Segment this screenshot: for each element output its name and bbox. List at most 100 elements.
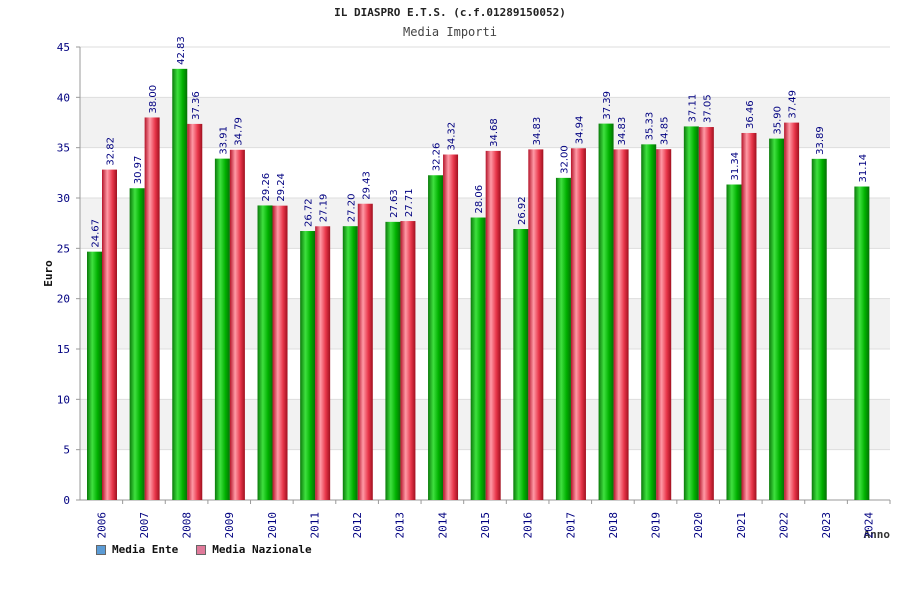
y-axis-title: Euro [42,260,55,287]
x-tick-label: 2008 [181,512,194,539]
bar-media-nazionale[interactable] [485,150,501,500]
data-label: 27.71 [404,188,415,217]
legend-label-ente: Media Ente [112,543,179,556]
data-label: 33.89 [815,126,826,155]
x-tick-label: 2023 [820,512,833,539]
y-tick-label: 30 [57,192,70,205]
bar-media-ente[interactable] [683,126,699,501]
data-label: 37.36 [191,91,202,120]
data-label: 29.43 [361,171,372,200]
bar-media-ente[interactable] [854,186,870,501]
bar-media-ente[interactable] [342,226,358,501]
bar-media-ente[interactable] [726,184,742,500]
bar-media-ente[interactable] [428,175,444,500]
legend-label-nazionale: Media Nazionale [212,543,312,556]
x-tick-label: 2015 [479,512,492,539]
x-tick-label: 2010 [266,512,279,539]
bar-media-ente[interactable] [811,158,827,500]
bar-media-ente[interactable] [769,138,785,500]
data-label: 32.82 [106,137,117,166]
legend-item-ente[interactable]: Media Ente [96,543,178,556]
bar-media-ente[interactable] [385,221,401,500]
data-label: 30.97 [133,156,144,185]
bar-media-nazionale[interactable] [613,149,629,501]
x-tick-label: 2013 [394,512,407,539]
bar-media-ente[interactable] [300,231,316,500]
x-tick-label: 2019 [650,512,663,539]
data-label: 29.26 [261,173,272,202]
bar-media-nazionale[interactable] [656,149,672,500]
data-label: 29.24 [276,173,287,202]
data-label: 26.72 [304,198,315,227]
data-label: 34.85 [660,117,671,146]
y-tick-label: 45 [57,41,70,54]
chart-subtitle: Media Importi [403,25,497,39]
y-tick-label: 15 [57,343,70,356]
data-label: 37.49 [788,90,799,119]
bar-media-ente[interactable] [513,229,529,500]
bar-media-nazionale[interactable] [698,127,714,500]
bar-media-nazionale[interactable] [570,148,586,500]
x-tick-label: 2012 [351,512,364,539]
bar-media-nazionale[interactable] [272,205,288,500]
y-tick-label: 5 [63,444,70,457]
y-tick-label: 20 [57,293,70,306]
x-tick-label: 2017 [564,512,577,539]
bar-media-ente[interactable] [555,177,571,500]
x-tick-label: 2011 [308,512,321,539]
data-label: 35.90 [773,106,784,135]
bar-media-nazionale[interactable] [443,154,459,500]
bar-media-ente[interactable] [129,188,145,500]
x-axis-title: Anno [864,528,891,541]
legend-item-nazionale[interactable]: Media Nazionale [196,543,312,556]
data-label: 34.83 [532,117,543,146]
bar-media-nazionale[interactable] [741,132,757,500]
bar-media-ente[interactable] [598,123,614,500]
x-tick-label: 2018 [607,512,620,539]
x-tick-label: 2020 [692,512,705,539]
data-label: 27.63 [389,189,400,218]
data-label: 35.33 [645,112,656,141]
bar-media-ente[interactable] [214,158,230,500]
bar-media-ente[interactable] [172,68,188,500]
bar-media-nazionale[interactable] [528,149,544,501]
bar-media-ente[interactable] [87,251,102,500]
x-tick-label: 2021 [735,512,748,539]
chart-legend: Media Ente Media Nazionale [96,543,312,556]
data-label: 34.32 [447,122,458,151]
bar-media-nazionale[interactable] [187,123,203,500]
data-label: 27.20 [346,194,357,223]
bar-media-nazionale[interactable] [144,117,160,500]
data-label: 37.11 [687,94,698,123]
data-label: 32.26 [432,143,443,172]
y-tick-label: 25 [57,242,70,255]
data-label: 37.05 [702,94,713,123]
bar-media-nazionale[interactable] [229,149,245,500]
data-label: 38.00 [148,85,159,114]
x-tick-label: 2007 [138,512,151,539]
x-tick-label: 2016 [522,512,535,539]
data-label: 26.92 [517,196,528,225]
bar-media-ente[interactable] [470,217,486,500]
bar-media-nazionale[interactable] [102,169,117,500]
bar-media-ente[interactable] [641,144,657,500]
chart-title: IL DIASPRO E.T.S. (c.f.01289150052) [334,6,566,19]
data-label: 42.83 [176,36,187,65]
y-tick-label: 0 [63,494,70,507]
data-label: 36.46 [745,100,756,129]
data-label: 37.39 [602,91,613,120]
data-label: 32.00 [559,145,570,174]
x-tick-label: 2024 [863,512,876,539]
bar-media-nazionale[interactable] [400,221,416,500]
x-tick-label: 2006 [95,512,108,539]
bar-media-nazionale[interactable] [784,122,800,500]
bar-media-ente[interactable] [257,205,273,500]
x-tick-label: 2009 [223,512,236,539]
data-label: 34.94 [574,116,585,145]
bar-media-nazionale[interactable] [357,203,373,500]
y-tick-label: 35 [57,142,70,155]
x-tick-label: 2022 [777,512,790,539]
bar-media-nazionale[interactable] [315,226,331,500]
data-label: 34.83 [617,117,628,146]
legend-swatch-ente [96,544,106,555]
